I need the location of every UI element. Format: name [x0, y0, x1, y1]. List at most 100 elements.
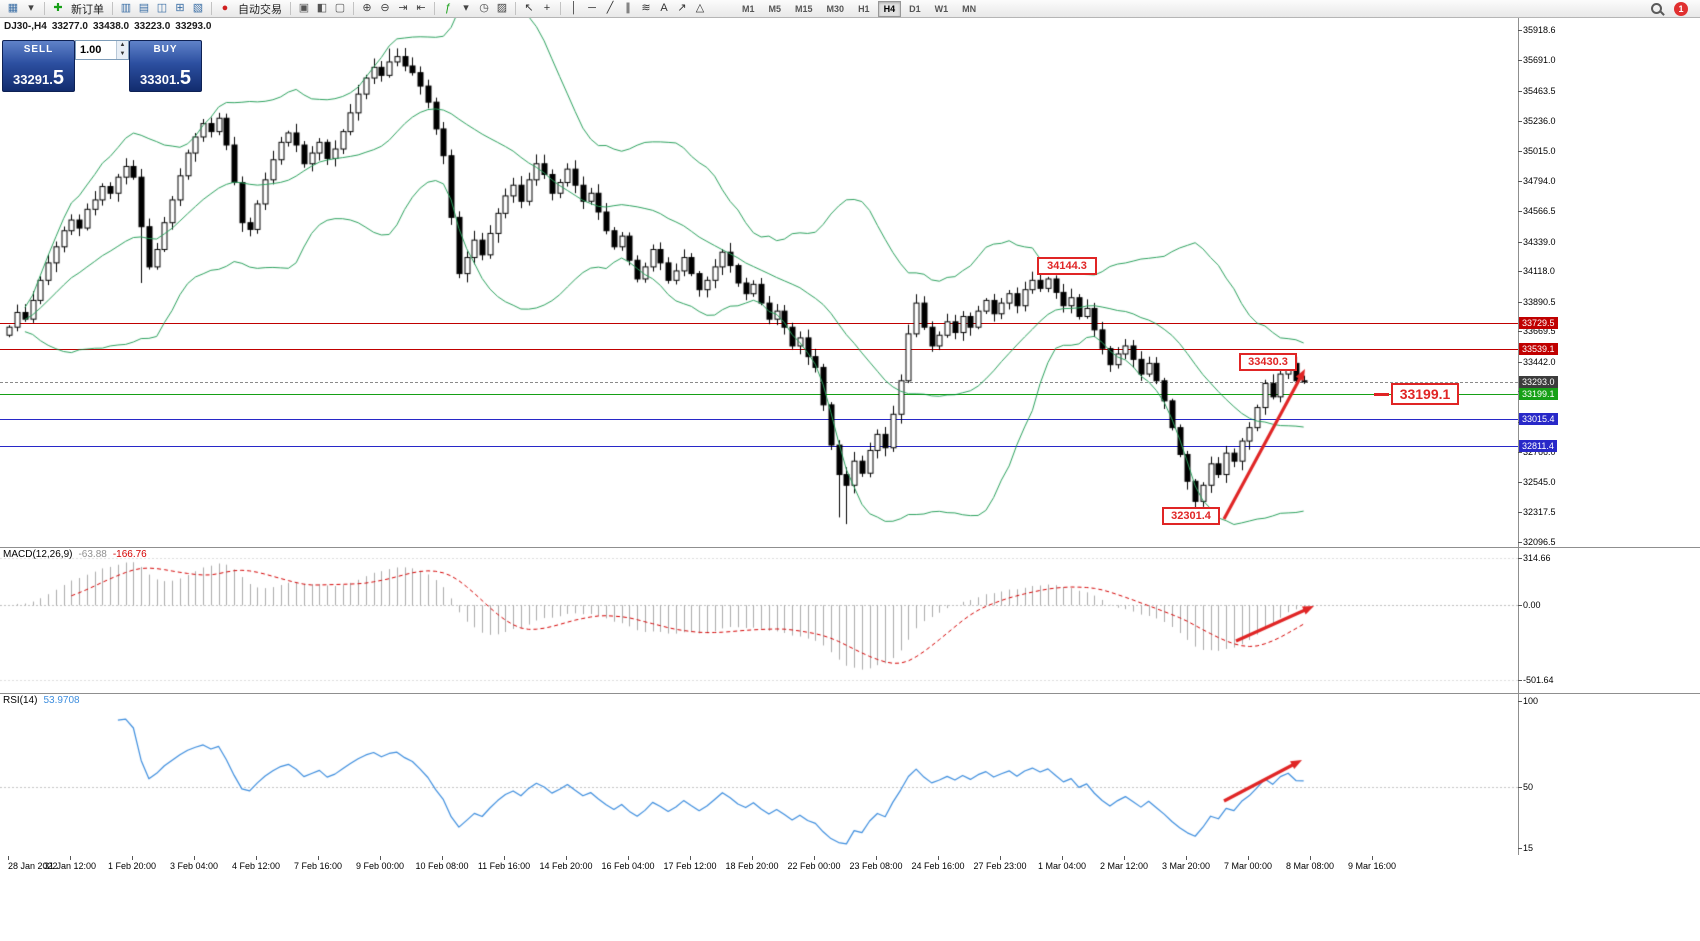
price-annotation[interactable]: 33199.1	[1391, 383, 1459, 405]
trendline-icon[interactable]: ╱	[606, 2, 614, 14]
data-window-icon[interactable]: ▤	[138, 2, 150, 14]
cascade-windows-icon[interactable]: ▣	[298, 2, 310, 14]
timeframe-M1[interactable]: M1	[742, 3, 755, 14]
time-axis-tick	[752, 856, 753, 860]
price-annotation[interactable]: 33430.3	[1239, 353, 1297, 371]
text-icon[interactable]: A	[660, 2, 668, 14]
time-axis-label: 24 Feb 16:00	[911, 861, 965, 871]
symbol-period-label: DJ30-,H4	[4, 21, 47, 32]
templates-icon[interactable]: ▨	[496, 2, 508, 14]
price-axis[interactable]	[1518, 18, 1700, 855]
vertical-line-icon[interactable]: │	[570, 2, 578, 14]
toolbar-group: ↖ +	[520, 1, 556, 16]
rsi-axis-label: 100	[1523, 696, 1539, 706]
rsi-value: 53.9708	[43, 695, 80, 706]
channel-icon[interactable]: ∥	[625, 2, 631, 14]
time-axis[interactable]: 28 Jan 2022 31 Jan 12:00 1 Feb 20:00 3 Feb …	[0, 855, 1700, 875]
price-axis-tick	[1518, 211, 1522, 212]
search-icon[interactable]	[1651, 3, 1662, 14]
cursor-icon[interactable]: ↖	[524, 2, 534, 14]
pane-divider-rsi[interactable]	[0, 693, 1700, 694]
periods-icon[interactable]: ◷	[479, 2, 489, 14]
indicators-icon[interactable]: ƒ	[444, 2, 452, 14]
price-annotation[interactable]: 32301.4	[1162, 507, 1220, 525]
timeframe-W1[interactable]: W1	[934, 3, 949, 14]
price-axis-label: 35691.0	[1523, 55, 1556, 65]
toolbar-separator	[290, 2, 291, 15]
zoom-out-icon[interactable]: ⊖	[380, 2, 390, 14]
new-order-icon[interactable]: ✚	[53, 2, 63, 14]
auto-scroll-icon[interactable]: ⇥	[398, 2, 408, 14]
timeframe-M5[interactable]: M5	[768, 3, 782, 14]
sell-button[interactable]: SELL 33291. 5	[2, 40, 75, 92]
terminal-icon[interactable]: ⊞	[175, 2, 185, 14]
annotation-dash	[1374, 393, 1389, 396]
volume-up-button[interactable]: ▲	[117, 41, 128, 50]
time-axis-tick	[132, 856, 133, 860]
notification-badge[interactable]: 1	[1674, 1, 1688, 16]
timeframe-M15[interactable]: M15	[795, 3, 813, 14]
price-axis-tick	[1518, 121, 1522, 122]
autotrading-button[interactable]: 自动交易	[238, 3, 282, 16]
volume-panel: ▲ ▼	[75, 40, 129, 60]
time-axis-label: 14 Feb 20:00	[539, 861, 593, 871]
toolbar-separator	[44, 2, 45, 15]
arrange-windows-icon[interactable]: ▢	[334, 2, 346, 14]
macd-axis-tick	[1518, 558, 1522, 559]
price-annotation[interactable]: 34144.3	[1037, 257, 1097, 275]
volume-input[interactable]	[76, 41, 116, 59]
crosshair-icon[interactable]: +	[543, 2, 551, 14]
indicators-dropdown-icon[interactable]: ▾	[463, 2, 469, 14]
rsi-name: RSI(14)	[3, 695, 38, 706]
time-axis-label: 9 Feb 00:00	[355, 861, 405, 871]
time-axis-tick	[194, 856, 195, 860]
strategy-tester-icon[interactable]: ▧	[192, 2, 204, 14]
price-level-badge: 33539.1	[1519, 343, 1558, 355]
new-chart-icon[interactable]: ▦	[7, 2, 19, 14]
price-chart-canvas[interactable]	[0, 18, 1518, 547]
buy-button[interactable]: BUY 33301. 5	[129, 40, 202, 92]
price-level-badge: 32811.4	[1519, 440, 1557, 452]
toolbar-separator	[515, 2, 516, 15]
tile-windows-icon[interactable]: ◧	[316, 2, 328, 14]
toolbar-separator	[560, 2, 561, 15]
arrow-tool-icon[interactable]: ↗	[677, 2, 687, 14]
timeframe-D1[interactable]: D1	[909, 3, 921, 14]
market-watch-icon[interactable]: ▥	[120, 2, 132, 14]
toolbar-group: ▥ ▤ ◫ ⊞ ▧	[117, 1, 207, 16]
time-axis-tick	[876, 856, 877, 860]
chart-shift-icon[interactable]: ⇤	[416, 2, 426, 14]
buy-label: BUY	[153, 44, 178, 55]
timeframe-M30[interactable]: M30	[826, 3, 845, 14]
shapes-icon[interactable]: △	[695, 2, 705, 14]
time-axis-tick	[814, 856, 815, 860]
chart-ohlc-header: DJ30-,H4 33277.0 33438.0 33223.0 33293.0	[4, 21, 216, 32]
rsi-axis-tick	[1518, 848, 1522, 849]
time-axis-tick	[256, 856, 257, 860]
time-axis-label: 16 Feb 04:00	[601, 861, 655, 871]
price-axis-tick	[1518, 331, 1522, 332]
toolbar-separator	[353, 2, 354, 15]
new-order-button[interactable]: 新订单	[71, 3, 104, 16]
rsi-indicator-canvas[interactable]	[0, 693, 1518, 855]
volume-down-button[interactable]: ▼	[117, 50, 128, 59]
fibonacci-icon[interactable]: ≋	[641, 2, 651, 14]
price-axis-label: 35015.0	[1523, 146, 1556, 156]
time-axis-tick	[1124, 856, 1125, 860]
time-axis-tick	[1062, 856, 1063, 860]
timeframe-H1[interactable]: H1	[858, 3, 870, 14]
zoom-in-icon[interactable]: ⊕	[362, 2, 372, 14]
navigator-icon[interactable]: ◫	[156, 2, 168, 14]
time-axis-tick	[380, 856, 381, 860]
pane-divider-macd[interactable]	[0, 547, 1700, 548]
time-axis-label: 1 Feb 20:00	[107, 861, 157, 871]
price-level-badge: 33199.1	[1519, 388, 1558, 400]
timeframe-MN[interactable]: MN	[962, 3, 977, 14]
horizontal-line-icon[interactable]: ─	[588, 2, 596, 14]
macd-name: MACD(12,26,9)	[3, 549, 73, 560]
timeframe-H4[interactable]: H4	[877, 0, 902, 17]
autotrading-icon[interactable]: ●	[221, 2, 229, 14]
chart-type-dropdown-icon[interactable]: ▾	[28, 2, 34, 14]
macd-indicator-canvas[interactable]	[0, 547, 1518, 693]
toolbar-group: ▣ ◧ ▢	[295, 1, 349, 16]
